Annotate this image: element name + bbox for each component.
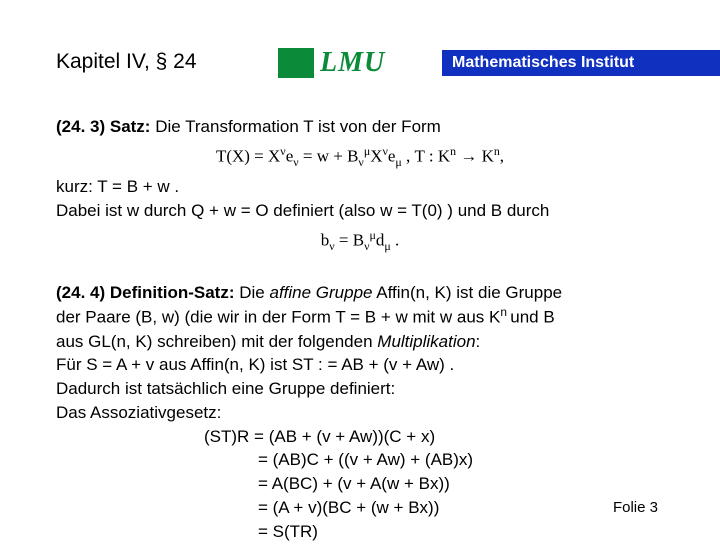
logo-square bbox=[278, 48, 314, 78]
institute-bar: Mathematisches Institut bbox=[442, 50, 720, 76]
def-affine: affine Gruppe bbox=[269, 283, 372, 302]
line3b: : bbox=[476, 332, 481, 351]
eq-2: = (AB)C + ((v + Aw) + (AB)x) bbox=[56, 449, 664, 471]
eq-5: = S(TR) bbox=[56, 521, 664, 543]
kurz-line: kurz: T = B + w . bbox=[56, 176, 664, 198]
line2a: der Paare (B, w) (die wir in der Form T … bbox=[56, 308, 500, 327]
def-label: (24. 4) Definition-Satz: bbox=[56, 283, 235, 302]
line2-sup: n bbox=[500, 305, 510, 319]
def-t1: Die bbox=[235, 283, 270, 302]
dabei-line: Dabei ist w durch Q + w = O definiert (a… bbox=[56, 200, 664, 222]
line3a: aus GL(n, K) schreiben) mit der folgende… bbox=[56, 332, 377, 351]
line6: Das Assoziativgesetz: bbox=[56, 402, 664, 424]
eq-1: (ST)R = (AB + (v + Aw))(C + x) bbox=[56, 426, 664, 448]
formula-1: T(X) = Xνeν = w + BνμXνeμ , T : Kn → Kn, bbox=[56, 144, 664, 170]
line2b: und B bbox=[510, 308, 554, 327]
line4: Für S = A + v aus Affin(n, K) ist ST : =… bbox=[56, 354, 664, 376]
slide-content: (24. 3) Satz: Die Transformation T ist v… bbox=[56, 116, 664, 544]
eq-4: = (A + v)(BC + (w + Bx)) bbox=[56, 497, 664, 519]
lmu-logo-text: LMU bbox=[320, 47, 385, 79]
def-t2: Affin(n, K) ist die Gruppe bbox=[373, 283, 563, 302]
chapter-label: Kapitel IV, § 24 bbox=[56, 50, 197, 74]
logo-block: LMU bbox=[278, 47, 385, 79]
slide-number: Folie 3 bbox=[613, 499, 658, 516]
satz-text: Die Transformation T ist von der Form bbox=[150, 117, 440, 136]
satz-label: (24. 3) Satz: bbox=[56, 117, 150, 136]
line3-em: Multiplikation bbox=[377, 332, 475, 351]
eq-3: = A(BC) + (v + A(w + Bx)) bbox=[56, 473, 664, 495]
formula-2: bν = Bνμdμ . bbox=[56, 228, 664, 254]
line5: Dadurch ist tatsächlich eine Gruppe defi… bbox=[56, 378, 664, 400]
